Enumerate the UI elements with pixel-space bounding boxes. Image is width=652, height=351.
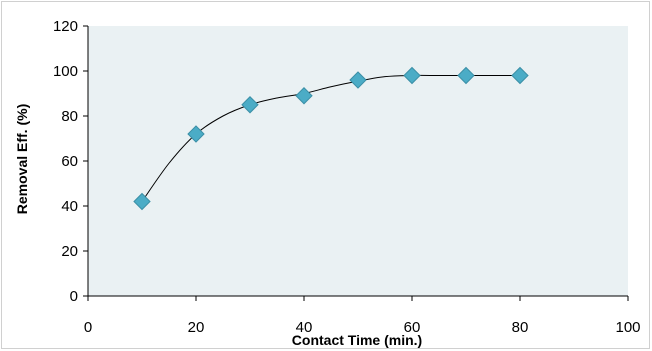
- y-tick-label: 40: [61, 198, 78, 215]
- y-tick-label: 120: [53, 18, 78, 35]
- data-point-marker: [295, 87, 313, 105]
- y-tick-label: 100: [53, 63, 78, 80]
- x-axis-ticks: 0 20 40 60 80 100: [84, 296, 641, 336]
- y-axis-title: Removal Eff. (%): [14, 104, 30, 214]
- data-point-marker: [241, 96, 259, 114]
- y-tick-label: 20: [61, 243, 78, 260]
- x-tick-label: 0: [84, 319, 92, 336]
- plot-area: [88, 26, 628, 296]
- x-tick-label: 20: [188, 319, 205, 336]
- x-tick-label: 100: [615, 319, 640, 336]
- x-tick-label: 60: [404, 319, 421, 336]
- y-tick-label: 80: [61, 108, 78, 125]
- data-point-marker: [511, 66, 529, 85]
- y-axis-ticks: 0 20 40 60 80 100 120: [53, 18, 88, 305]
- data-markers: [133, 66, 529, 211]
- y-tick-label: 0: [70, 288, 78, 305]
- x-tick-label: 40: [296, 319, 313, 336]
- data-point-marker: [349, 71, 367, 89]
- data-point-marker: [403, 66, 421, 85]
- x-axis-title: Contact Time (min.): [292, 332, 422, 348]
- data-point-marker: [187, 125, 205, 143]
- data-point-marker: [133, 192, 151, 211]
- y-tick-label: 60: [61, 153, 78, 170]
- x-tick-label: 80: [512, 319, 529, 336]
- data-point-marker: [457, 66, 475, 85]
